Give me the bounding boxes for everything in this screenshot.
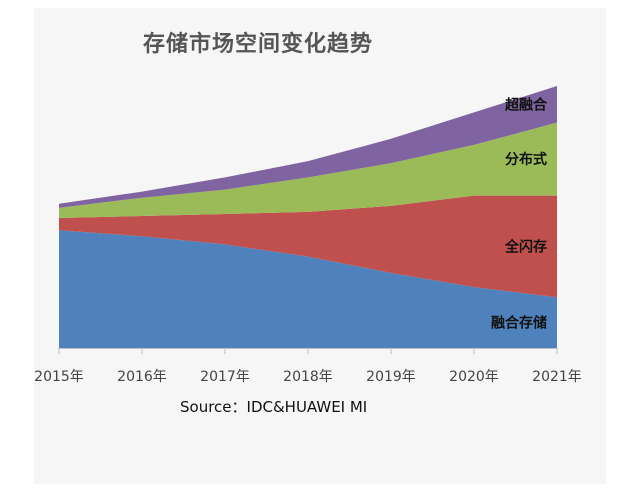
x-tick-label: 2015年 xyxy=(34,369,84,385)
x-tick-label: 2020年 xyxy=(449,369,499,385)
series-label-1: 融合存储 xyxy=(491,315,547,332)
area-series-1 xyxy=(59,230,557,348)
x-tick-label: 2021年 xyxy=(532,369,582,385)
series-label-4: 超融合 xyxy=(504,96,548,113)
area-series-2 xyxy=(59,195,557,298)
series-label-3: 分布式 xyxy=(505,151,547,168)
x-tick-label: 2018年 xyxy=(283,369,333,385)
x-tick-label: 2016年 xyxy=(117,369,167,385)
area-series-4 xyxy=(59,86,557,208)
series-label-2: 全闪存 xyxy=(504,238,547,255)
chart-source: Source：IDC&HUAWEI MI xyxy=(180,398,368,416)
chart-title: 存储市场空间变化趋势 xyxy=(142,32,373,57)
x-tick-label: 2019年 xyxy=(366,369,416,385)
x-tick-label: 2017年 xyxy=(200,369,250,385)
area-series-3 xyxy=(59,122,557,219)
